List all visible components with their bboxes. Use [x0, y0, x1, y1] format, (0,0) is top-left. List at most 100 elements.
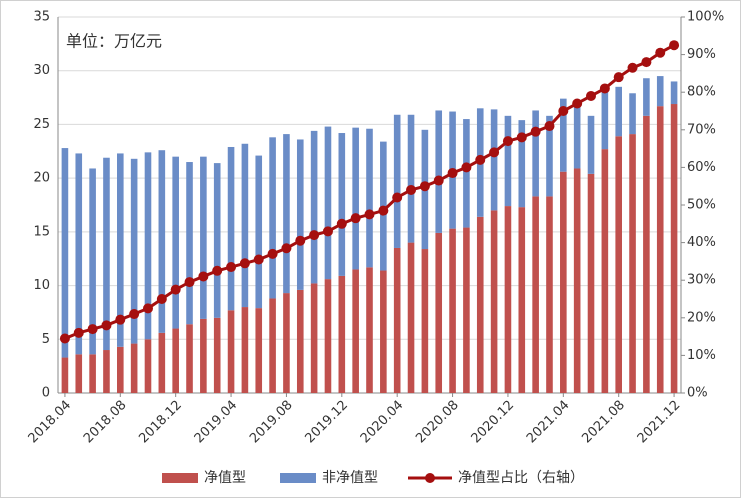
marker [115, 314, 126, 325]
bar [338, 133, 346, 276]
bar [283, 134, 290, 294]
marker [378, 205, 389, 216]
y2-tick-label: 20% [687, 310, 716, 325]
legend-label: 非净值型 [322, 470, 378, 486]
bar [463, 227, 470, 393]
annotation: 单位：万亿元 [66, 32, 162, 51]
bar [61, 148, 69, 358]
marker [322, 226, 333, 237]
bar [490, 109, 498, 211]
marker [59, 333, 70, 344]
bar [393, 114, 401, 248]
bar [269, 137, 276, 299]
bar [449, 228, 456, 393]
marker [627, 62, 638, 73]
bar [172, 156, 179, 329]
bar [296, 139, 304, 290]
marker [406, 184, 417, 195]
marker [212, 265, 223, 276]
marker [419, 181, 430, 192]
marker [87, 324, 98, 335]
marker [447, 168, 458, 179]
bar [89, 168, 96, 355]
y2-tick-label: 0% [687, 386, 708, 401]
marker [336, 218, 347, 229]
marker [239, 258, 250, 269]
bar [172, 328, 179, 393]
bar [117, 346, 124, 393]
bar [61, 357, 69, 393]
bar [89, 354, 96, 393]
marker [295, 235, 306, 246]
marker [253, 254, 264, 265]
bar [324, 279, 332, 393]
marker [156, 294, 167, 304]
bar [103, 157, 110, 351]
bar [241, 307, 249, 393]
y2-tick-label: 40% [687, 235, 716, 250]
bar [463, 119, 470, 228]
bar [407, 114, 415, 243]
marker [572, 98, 583, 109]
marker [558, 106, 569, 116]
bar [310, 283, 318, 393]
marker [669, 40, 680, 51]
legend-label: 净值型占比（右轴） [458, 470, 584, 486]
bar [380, 270, 387, 393]
bar [670, 81, 678, 105]
bar [366, 128, 373, 268]
bar [103, 350, 110, 393]
y2-tick-label: 90% [687, 47, 716, 62]
y-tick-label: 10 [33, 278, 50, 293]
bar [338, 275, 346, 393]
bar [601, 149, 609, 393]
bar [670, 104, 678, 393]
marker [226, 262, 237, 273]
bar [186, 324, 193, 393]
legend-swatch [162, 473, 198, 483]
bar [560, 98, 567, 172]
bar [587, 173, 595, 393]
bar [421, 249, 429, 393]
marker [281, 243, 292, 254]
bar [200, 318, 207, 393]
bar [393, 247, 401, 393]
bar [186, 162, 193, 325]
bar [227, 146, 235, 311]
bar [643, 115, 650, 393]
bar [490, 210, 498, 393]
bar [546, 196, 553, 393]
y-tick-label: 15 [33, 224, 50, 239]
bar [532, 110, 539, 197]
marker [129, 309, 140, 320]
marker [350, 213, 361, 224]
bar [352, 269, 359, 393]
bar [560, 171, 567, 393]
y2-tick-label: 10% [687, 348, 716, 363]
bar [255, 308, 263, 393]
marker [586, 90, 597, 101]
bar [629, 134, 636, 393]
y2-tick-label: 30% [687, 273, 716, 288]
bar [255, 155, 263, 309]
bar [643, 78, 650, 116]
marker [544, 121, 555, 132]
bar [158, 332, 166, 393]
bar [615, 86, 622, 137]
bar [213, 317, 221, 393]
bar [213, 163, 221, 318]
marker [198, 271, 209, 282]
marker [184, 277, 195, 288]
bar [352, 127, 359, 270]
bar [573, 168, 581, 393]
bar [324, 126, 332, 280]
bar [200, 156, 207, 319]
marker [655, 47, 666, 58]
marker [641, 57, 652, 68]
marker [364, 209, 375, 220]
legend-label: 净值型 [204, 470, 246, 486]
bar [518, 120, 526, 208]
bar [366, 267, 373, 393]
legend-marker [425, 473, 435, 483]
bar [587, 115, 595, 174]
